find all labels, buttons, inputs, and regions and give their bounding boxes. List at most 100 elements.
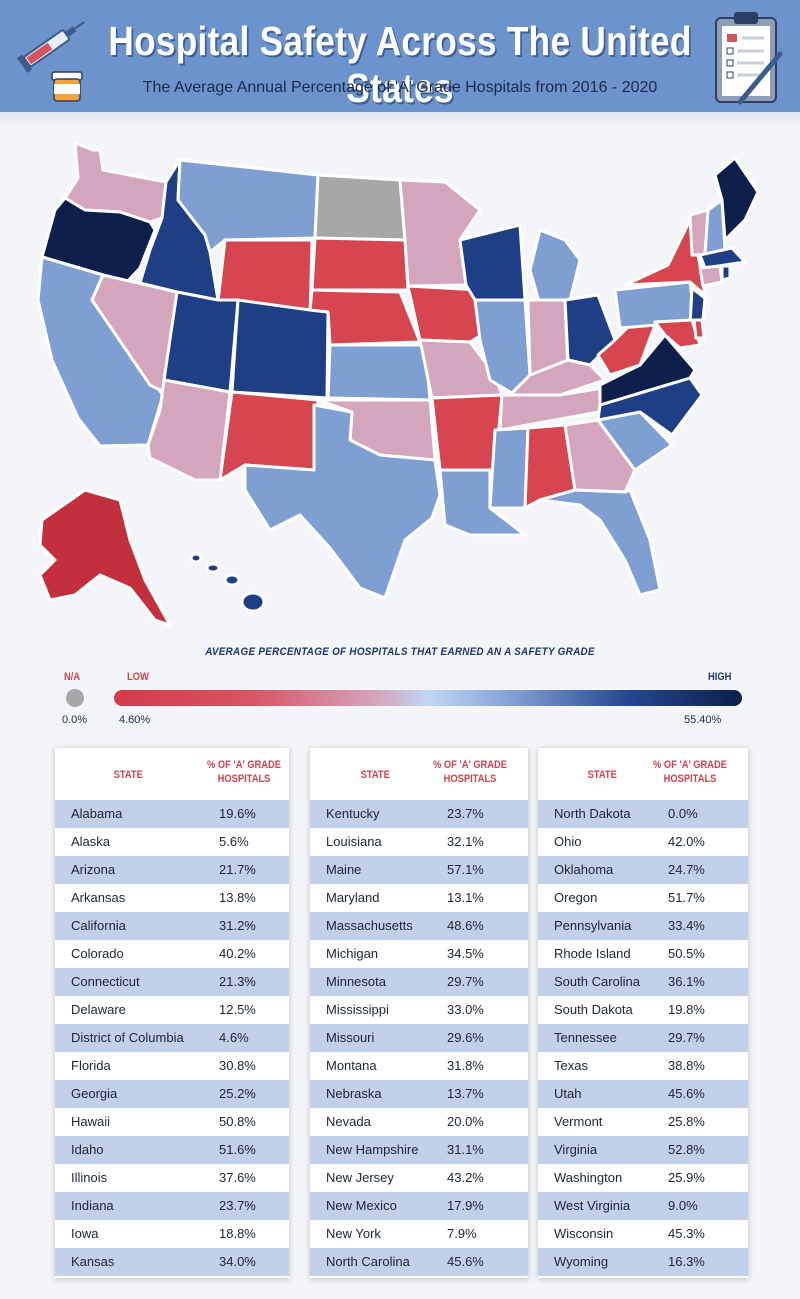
state-name: Maryland [326,890,380,905]
state-name: Wyoming [554,1254,609,1269]
state-oregon[interactable] [40,196,157,284]
state-name: Mississippi [326,1002,389,1017]
state-name: Massachusetts [326,918,413,933]
state-name: Idaho [71,1142,104,1157]
grade-percent: 45.6% [447,1254,484,1269]
state-name: Virginia [554,1142,598,1157]
state-maryland[interactable] [653,318,702,350]
grade-percent: 40.2% [219,946,256,961]
legend-low-value: 4.60% [119,714,151,726]
state-name: Delaware [71,1002,126,1017]
state-south-dakota[interactable] [310,236,410,292]
grade-percent: 18.8% [219,1226,256,1241]
state-arizona[interactable] [146,378,232,482]
grade-percent: 17.9% [447,1198,484,1213]
column-header-percent-line1: % OF 'A' GRADE [206,759,282,771]
state-alaska[interactable] [38,488,172,627]
table-row: South Dakota 19.8% [538,996,748,1024]
state-name: Iowa [71,1226,99,1241]
state-delaware[interactable] [692,318,706,340]
table-row: West Virginia 9.0% [538,1192,748,1220]
state-maine[interactable] [713,156,760,242]
state-kansas[interactable] [326,343,432,402]
table-row: Mississippi 33.0% [310,996,528,1024]
table-row: Pennsylvania 33.4% [538,912,748,940]
table-row: Kansas 34.0% [55,1248,289,1276]
table-row: Louisiana 32.1% [310,828,528,856]
column-header-percent-line1: % OF 'A' GRADE [432,759,508,771]
grade-percent: 5.6% [219,834,249,849]
grade-percent: 34.5% [447,946,484,961]
state-name: Oklahoma [554,862,614,877]
state-new-york[interactable] [623,218,707,297]
table-row: Montana 31.8% [310,1052,528,1080]
table-row: Texas 38.8% [538,1052,748,1080]
column-header-state: STATE [587,769,617,781]
state-wisconsin[interactable] [458,223,527,302]
state-name: Kentucky [326,806,380,821]
grade-percent: 32.1% [447,834,484,849]
column-header-percent-line2: HOSPITALS [663,773,717,785]
table-row: Rhode Island 50.5% [538,940,748,968]
state-florida[interactable] [538,488,662,597]
table-row: Nevada 20.0% [310,1108,528,1136]
table-row: District of Columbia 4.6% [55,1024,289,1052]
state-name: Tennessee [554,1030,617,1045]
legend-gradient-bar [114,690,742,706]
state-washington[interactable] [63,141,168,224]
state-massachusetts[interactable] [698,246,747,270]
state-name: Georgia [71,1086,118,1101]
state-hawaii[interactable] [240,591,266,613]
column-header-percent-line1: % OF 'A' GRADE [652,759,728,771]
grade-percent: 43.2% [447,1170,484,1185]
grade-percent: 4.6% [219,1030,249,1045]
grade-percent: 51.7% [668,890,705,905]
state-texas[interactable] [243,403,442,600]
grade-percent: 45.6% [668,1086,705,1101]
state-hawaii-island [189,552,203,564]
grade-percent: 33.4% [668,918,705,933]
table-row: New Jersey 43.2% [310,1164,528,1192]
state-colorado[interactable] [230,298,330,400]
table-row: Iowa 18.8% [55,1220,289,1248]
grade-percent: 31.8% [447,1058,484,1073]
state-name: New Hampshire [326,1142,419,1157]
table-row: Nebraska 13.7% [310,1080,528,1108]
grade-percent: 9.0% [668,1198,698,1213]
grade-percent: 19.6% [219,806,256,821]
table-row: Utah 45.6% [538,1080,748,1108]
state-rhode-island[interactable] [720,264,732,282]
table-header: STATE % OF 'A' GRADE HOSPITALS [310,748,528,800]
legend-na-swatch [66,689,84,707]
grade-percent: 50.8% [219,1114,256,1129]
state-name: Connecticut [71,974,140,989]
state-name: Utah [554,1086,582,1101]
state-louisiana[interactable] [438,468,527,537]
legend-high-value: 55.40% [684,714,722,726]
state-georgia[interactable] [563,418,637,494]
grade-percent: 42.0% [668,834,705,849]
table-row: Hawaii 50.8% [55,1108,289,1136]
table-row: Illinois 37.6% [55,1164,289,1192]
legend-low-label: LOW [127,671,149,683]
state-connecticut[interactable] [698,264,724,288]
state-name: New York [326,1226,381,1241]
grade-percent: 21.7% [219,862,256,877]
state-name: Nevada [326,1114,371,1129]
state-michigan[interactable] [528,228,582,307]
state-north-dakota[interactable] [313,173,407,242]
grade-percent: 52.8% [668,1142,705,1157]
state-name: Montana [326,1058,377,1073]
state-name: Alaska [71,834,111,849]
table-panel-1: STATE % OF 'A' GRADE HOSPITALS Alabama 19… [55,748,289,1278]
table-row: North Dakota 0.0% [538,800,748,828]
grade-percent: 0.0% [668,806,698,821]
state-arkansas[interactable] [430,393,504,472]
state-name: Florida [71,1058,111,1073]
state-name: North Carolina [326,1254,410,1269]
state-mississippi[interactable] [488,426,530,510]
state-name: Arkansas [71,890,126,905]
state-utah[interactable] [162,290,240,394]
table-body: Alabama 19.6% Alaska 5.6% Arizona 21.7% Arkans… [55,800,289,1276]
state-name: Wisconsin [554,1226,614,1241]
